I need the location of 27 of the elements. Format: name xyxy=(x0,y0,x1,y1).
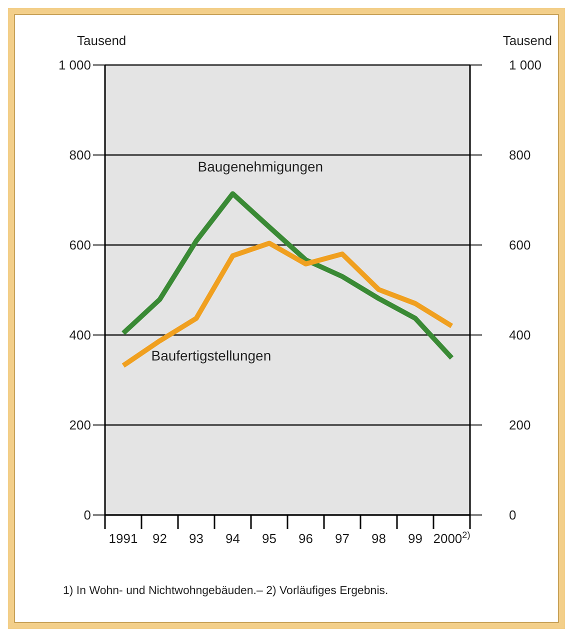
x-tick-label: 1991 xyxy=(108,531,138,546)
x-tick-label: 93 xyxy=(189,531,204,546)
x-tick-label: 97 xyxy=(335,531,350,546)
x-tick-label: 96 xyxy=(298,531,313,546)
y-tick-label: 800 xyxy=(69,148,91,163)
y-tick-label: 0 xyxy=(84,508,91,523)
text: Baugenehmigungen xyxy=(198,158,324,175)
y-tick-label: 600 xyxy=(69,238,91,253)
y2-tick-label: 600 xyxy=(509,238,531,253)
y2-tick-label: 0 xyxy=(509,508,516,523)
y-tick-label: 400 xyxy=(69,328,91,343)
x-tick-label: 98 xyxy=(372,531,386,546)
y-axis-title: Tausend xyxy=(77,33,126,48)
series-label: Baufertigstellungen xyxy=(151,347,272,364)
y2-tick-label: 1 000 xyxy=(509,58,542,73)
text: 1) In Wohn- und Nichtwohngebäuden.– 2) Vorläufiges Ergebnis. xyxy=(63,585,388,597)
y2-tick-label: 200 xyxy=(509,418,531,433)
y2-tick-label: 800 xyxy=(509,148,531,163)
y-tick-label: 200 xyxy=(69,418,91,433)
y-tick-label: 1 000 xyxy=(58,58,91,73)
y2-tick-label: 400 xyxy=(509,328,531,343)
x-tick-label: 99 xyxy=(408,531,422,546)
y2-axis-title: Tausend xyxy=(502,33,552,48)
x-tick-label: 2000$^{2)}$ xyxy=(433,530,470,546)
x-tick-label: 94 xyxy=(226,531,240,546)
x-tick-label: 92 xyxy=(152,531,167,546)
x-tick-label: 95 xyxy=(262,531,276,546)
